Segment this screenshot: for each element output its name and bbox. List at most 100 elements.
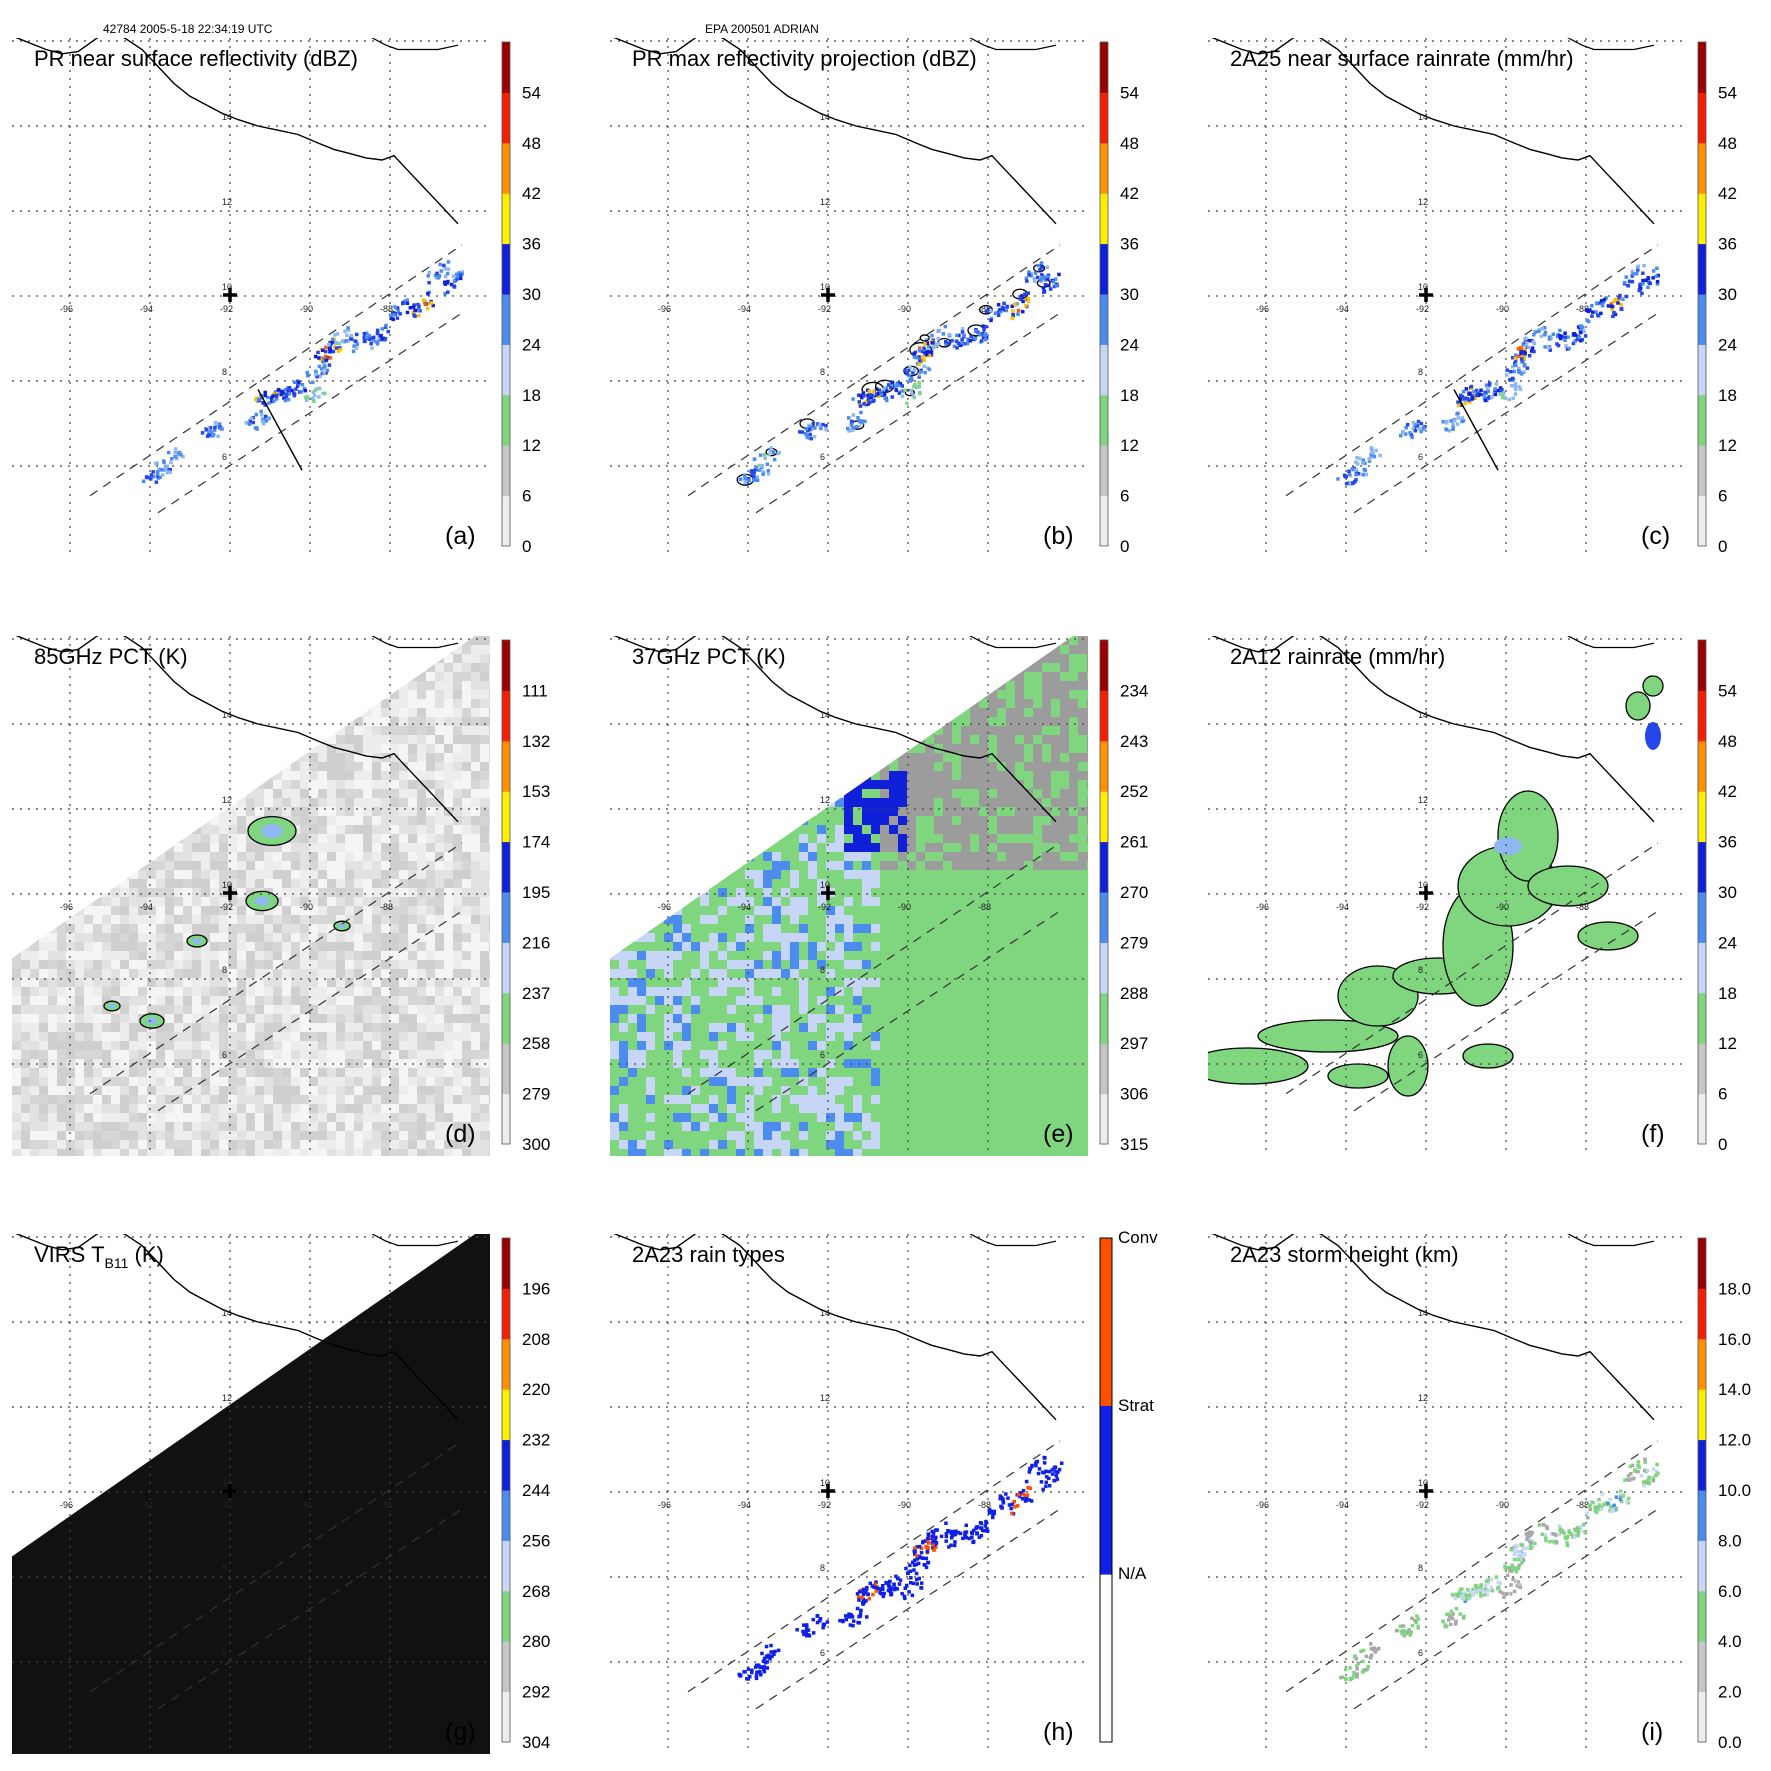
tmi-pixel — [228, 843, 237, 852]
colorbar-segment — [1698, 344, 1706, 396]
rain-pixel — [1374, 448, 1378, 453]
tmi-pixel — [426, 1104, 435, 1113]
tmi-pixel — [57, 771, 66, 780]
tmi-pixel — [228, 1032, 237, 1041]
tmi-pixel — [30, 753, 39, 762]
tmi-pixel — [354, 1023, 363, 1032]
tmi-pixel — [48, 708, 57, 717]
rain-pixel — [305, 370, 309, 375]
rain-pixel — [324, 345, 328, 350]
tmi-pixel — [736, 681, 745, 690]
tmi-pixel — [916, 645, 925, 654]
rain-pixel — [383, 337, 388, 341]
tmi-pixel — [120, 762, 129, 771]
tmi-pixel — [120, 969, 129, 978]
tmi-pixel — [300, 1131, 309, 1140]
tmi-pixel — [93, 681, 102, 690]
tmi-pixel — [147, 717, 156, 726]
tmi-pixel — [228, 753, 237, 762]
tmi-pixel — [381, 699, 390, 708]
tmi-pixel — [300, 960, 309, 969]
rain-pixel — [920, 355, 925, 360]
tmi-pixel — [363, 906, 372, 915]
tmi-pixel — [318, 753, 327, 762]
tmi-pixel — [327, 690, 336, 699]
tmi-pixel — [48, 726, 57, 735]
tmi-pixel — [444, 978, 453, 987]
rain-pixel — [957, 333, 961, 338]
rain-pixel — [771, 452, 775, 456]
tmi-pixel — [889, 645, 898, 654]
tmi-pixel — [898, 636, 907, 645]
tmi-pixel — [300, 933, 309, 942]
rain-pixel — [263, 393, 267, 398]
tmi-pixel — [318, 744, 327, 753]
tmi-pixel — [327, 1077, 336, 1086]
tmi-pixel — [12, 1032, 21, 1041]
rain-pixel — [207, 432, 211, 436]
rain-pixel — [439, 269, 443, 273]
tmi-pixel — [309, 1104, 318, 1113]
tmi-pixel — [354, 1032, 363, 1041]
tmi-pixel — [12, 1068, 21, 1077]
rain-pixel — [1510, 376, 1515, 381]
tmi-pixel — [336, 969, 345, 978]
tmi-pixel — [192, 1095, 201, 1104]
tmi-pixel — [399, 1095, 408, 1104]
tmi-pixel — [183, 1095, 192, 1104]
tmi-pixel — [327, 744, 336, 753]
tmi-pixel — [291, 681, 300, 690]
tmi-pixel — [219, 1077, 228, 1086]
rain-pixel — [898, 382, 903, 386]
tmi-pixel — [1042, 663, 1051, 672]
tmi-pixel — [138, 879, 147, 888]
tmi-pixel — [426, 798, 435, 807]
tmi-pixel — [1006, 636, 1015, 645]
tmi-pixel — [282, 843, 291, 852]
tmi-pixel — [417, 699, 426, 708]
tmi-pixel — [462, 690, 471, 699]
tmi-pixel — [120, 771, 129, 780]
tmi-pixel — [282, 1086, 291, 1095]
rain-pixel — [1463, 401, 1468, 406]
rain-pixel — [897, 391, 901, 395]
tmi-pixel — [246, 870, 255, 879]
tmi-pixel — [246, 933, 255, 942]
tmi-pixel — [417, 1140, 426, 1149]
tmi-pixel — [363, 762, 372, 771]
tmi-pixel — [489, 915, 490, 924]
tmi-pixel — [327, 1068, 336, 1077]
tmi-pixel — [282, 690, 291, 699]
tmi-pixel — [637, 699, 646, 708]
tmi-pixel — [282, 1023, 291, 1032]
rain-pixel — [1564, 344, 1568, 348]
tmi-pixel — [102, 744, 111, 753]
storm-center-marker — [223, 886, 237, 900]
colorbar-segment — [1698, 193, 1706, 245]
rain-pixel — [900, 394, 905, 398]
tmi-pixel — [57, 798, 66, 807]
tmi-pixel — [408, 816, 417, 825]
rain-pixel — [847, 429, 851, 433]
tmi-pixel — [120, 1041, 129, 1050]
rain-pixel — [755, 475, 760, 479]
tmi-pixel — [610, 654, 619, 663]
tmi-pixel — [462, 897, 471, 906]
tmi-pixel — [129, 987, 138, 996]
tmi-pixel — [718, 708, 727, 717]
tmi-pixel — [817, 672, 826, 681]
tmi-pixel — [156, 969, 165, 978]
rain-pixel — [893, 384, 897, 388]
tmi-pixel — [111, 681, 120, 690]
tmi-pixel — [174, 888, 183, 897]
colorbar-segment — [502, 1093, 510, 1145]
tmi-pixel — [237, 753, 246, 762]
tmi-pixel — [255, 879, 264, 888]
tmi-pixel — [183, 951, 192, 960]
tmi-pixel — [354, 717, 363, 726]
tmi-pixel — [120, 906, 129, 915]
tmi-pixel — [174, 744, 183, 753]
tmi-pixel — [57, 915, 66, 924]
tmi-pixel — [417, 1023, 426, 1032]
tmi-pixel — [75, 906, 84, 915]
